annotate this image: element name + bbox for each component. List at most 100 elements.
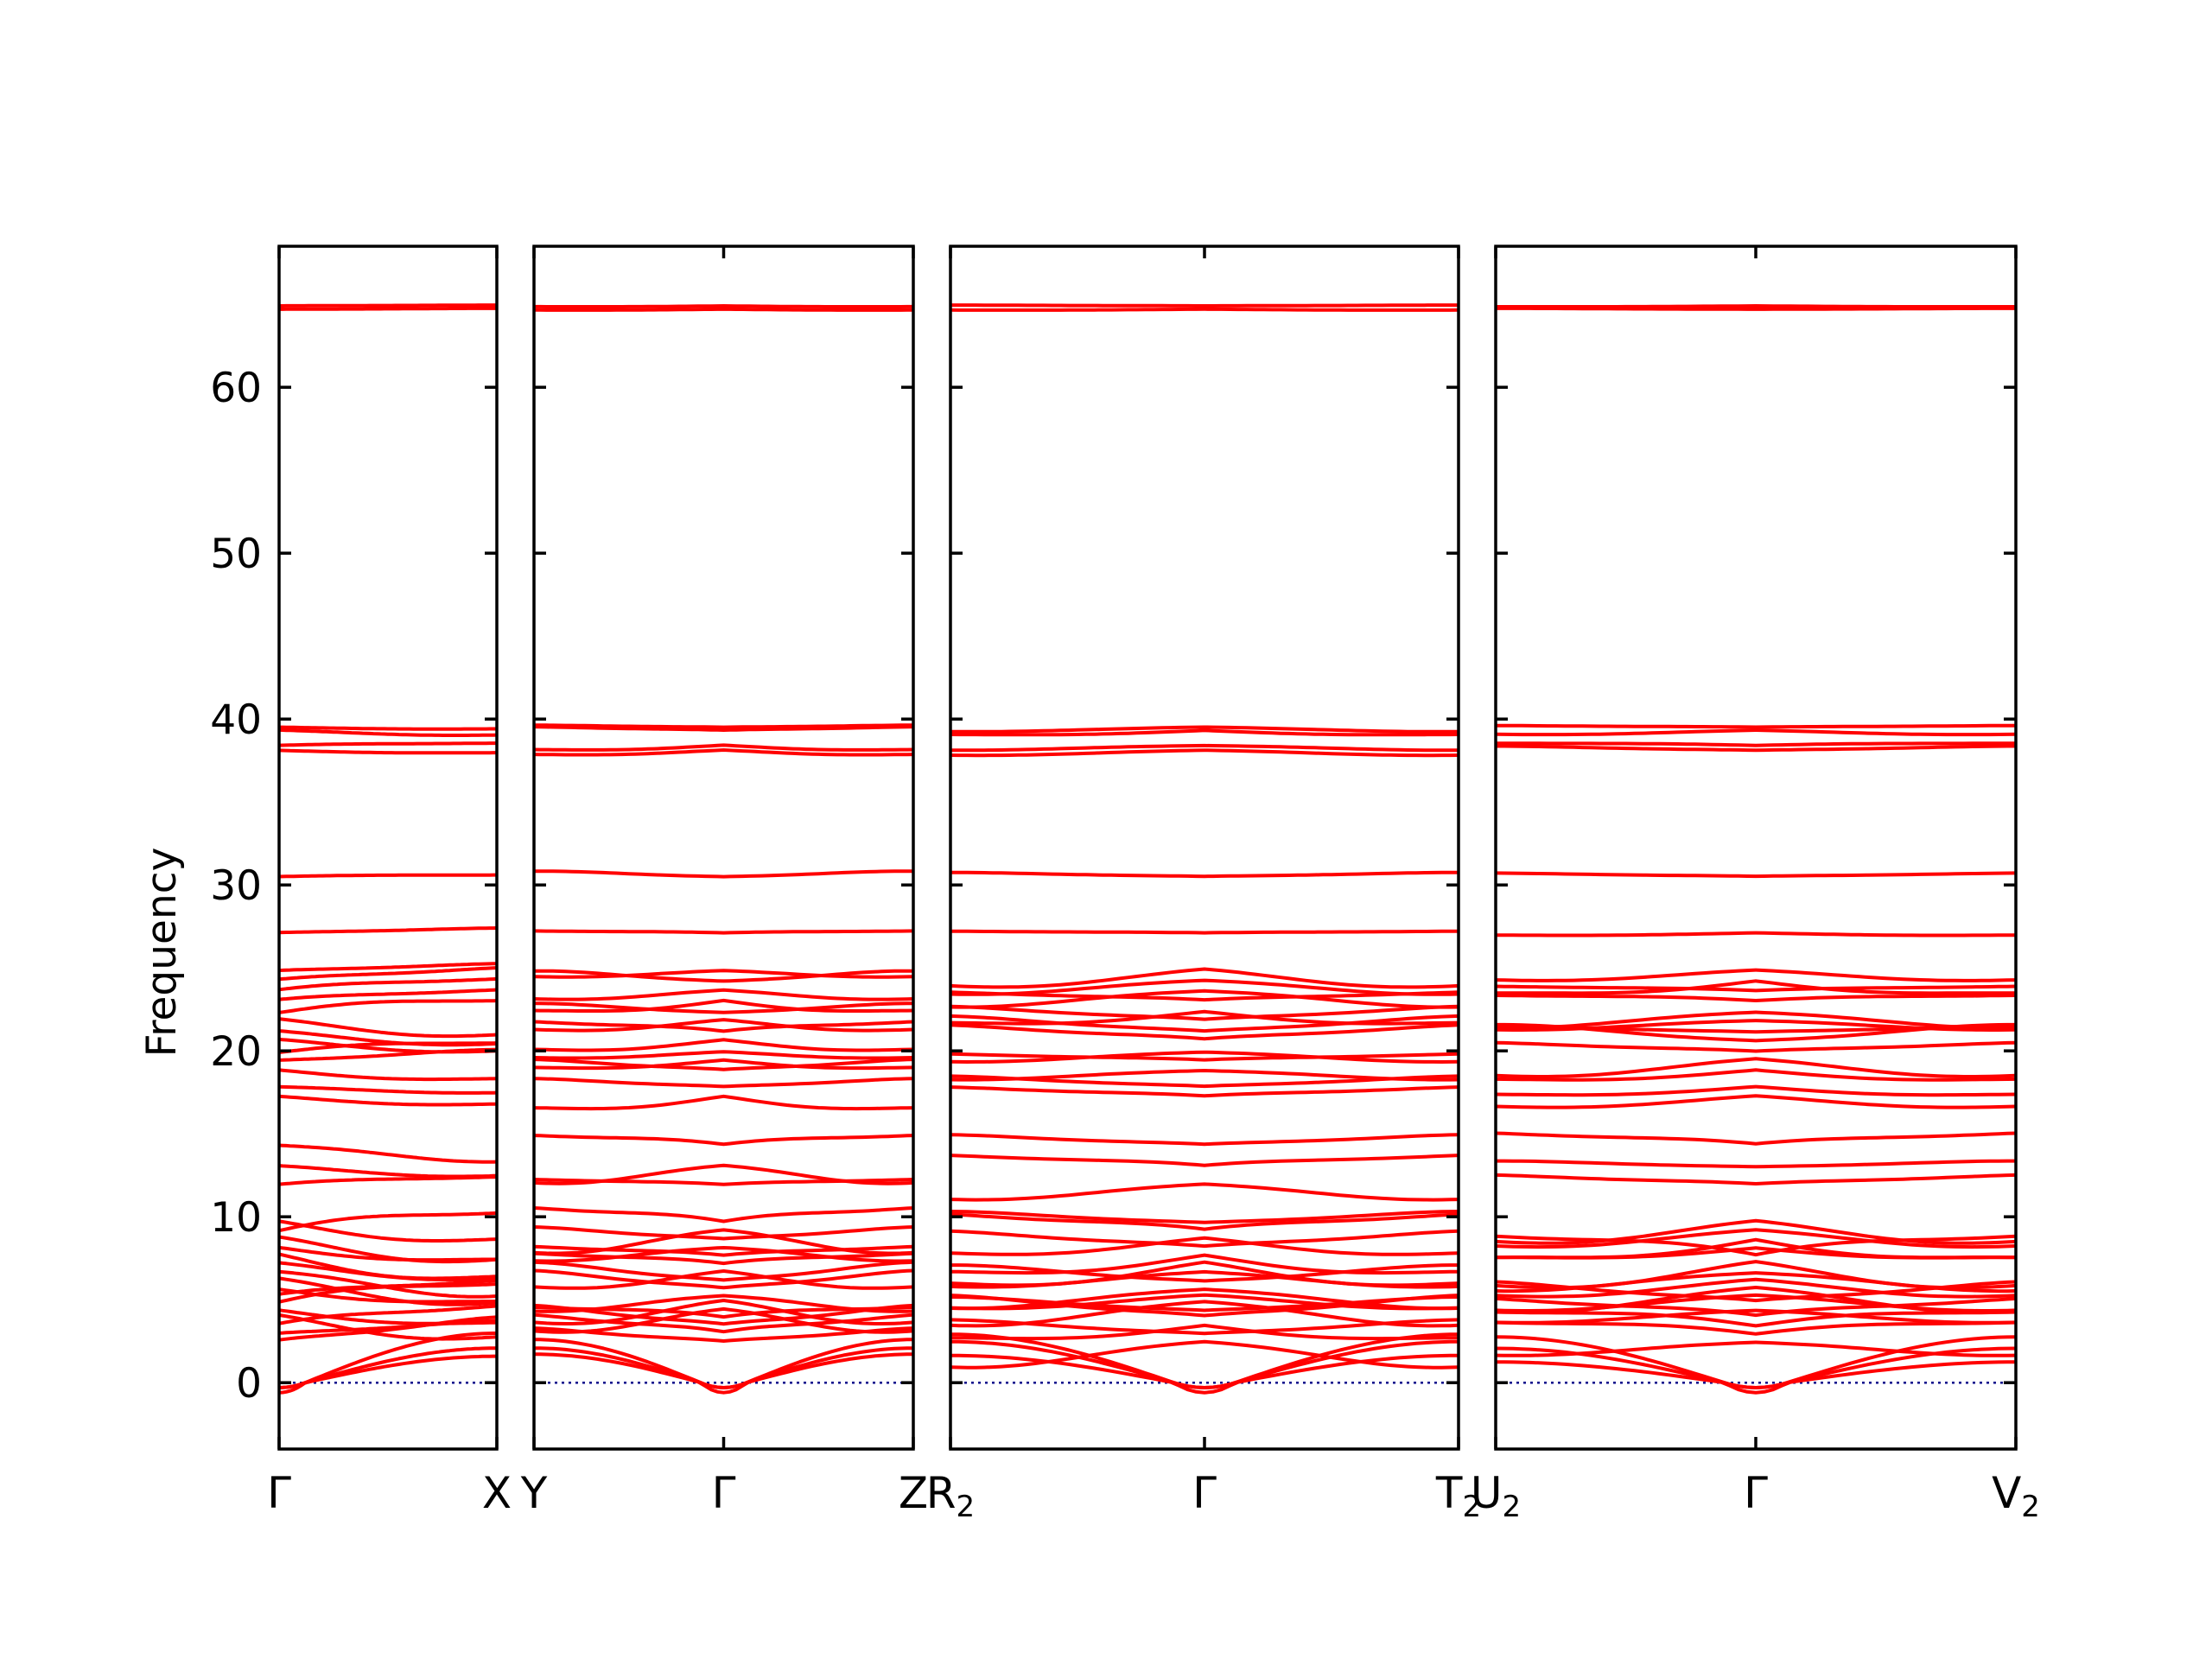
band-line: [1495, 1296, 2017, 1318]
band-line: [278, 926, 498, 935]
band-line: [533, 1268, 914, 1290]
band-line: [1495, 1260, 2017, 1290]
band-line: [1495, 871, 2017, 879]
band-line: [950, 743, 1459, 753]
band-line: [1495, 1010, 2017, 1030]
y-tick-label: 30: [210, 862, 262, 910]
band-line: [534, 723, 913, 729]
band-line: [1495, 1040, 2017, 1053]
band-line: [533, 969, 914, 979]
band-line: [950, 1182, 1459, 1202]
band-line: [950, 1253, 1459, 1275]
band-line: [278, 1308, 498, 1325]
band-line: [533, 998, 914, 1013]
band-line: [278, 1029, 498, 1047]
band-line: [1495, 1173, 2017, 1185]
band-line: [534, 1001, 913, 1014]
band-line: [533, 929, 914, 935]
band-line: [278, 748, 497, 755]
band-line: [533, 1228, 914, 1255]
x-tick-label: V2: [1992, 1468, 2040, 1524]
band-line: [950, 967, 1459, 989]
band-line: [950, 1014, 1459, 1033]
band-line: [534, 307, 913, 312]
band-line: [1495, 984, 2017, 993]
band-line: [950, 1154, 1459, 1167]
band-line: [278, 1219, 498, 1243]
y-tick-label: 40: [210, 696, 262, 744]
band-line: [950, 1052, 1459, 1062]
band-line: [950, 1353, 1459, 1395]
bands-layer: [278, 303, 2017, 1395]
band-line: [533, 1206, 914, 1224]
band-line: [950, 307, 1459, 312]
band-line: [278, 1332, 497, 1389]
band-line: [278, 962, 498, 972]
band-line: [950, 1210, 1459, 1224]
band-line: [1495, 1019, 2017, 1032]
band-line: [950, 1023, 1459, 1041]
band-line: [278, 988, 498, 1001]
band-line: [533, 1077, 914, 1089]
band-line: [533, 1306, 914, 1334]
band-line: [1496, 723, 2016, 729]
band-line: [278, 999, 498, 1014]
band-line: [950, 1339, 1459, 1370]
band-line: [1495, 1340, 2017, 1357]
band-line: [950, 1293, 1459, 1311]
band-line: [278, 1287, 497, 1304]
band-line: [950, 1229, 1459, 1249]
band-line: [533, 1058, 914, 1071]
band-line: [950, 1069, 1459, 1082]
band-line: [533, 1094, 914, 1111]
band-line: [278, 1143, 498, 1164]
band-line: [1495, 1234, 2017, 1257]
ticks-layer: [277, 246, 2018, 1449]
band-line: [534, 304, 913, 308]
band-line: [950, 1287, 1459, 1311]
band-line: [1495, 994, 2017, 1002]
band-line: [278, 1164, 498, 1179]
band-line: [533, 1338, 914, 1389]
band-line: [278, 1304, 498, 1325]
band-line: [533, 1050, 914, 1060]
band-line: [278, 1315, 498, 1342]
band-line: [950, 1050, 1459, 1064]
band-line: [950, 1004, 1459, 1021]
band-line: [278, 1313, 498, 1341]
band-line: [278, 1037, 498, 1054]
band-line: [533, 748, 914, 757]
band-line: [1496, 304, 2016, 308]
band-line: [1495, 1094, 2017, 1109]
band-line: [950, 1085, 1459, 1098]
axes-frame: [1494, 245, 2018, 1451]
band-line: [950, 1295, 1459, 1313]
y-tick-label: 0: [236, 1360, 262, 1408]
band-line: [533, 1038, 914, 1052]
band-line: [278, 873, 497, 879]
band-line: [1495, 1068, 2017, 1082]
band-line: [1495, 1308, 2017, 1325]
axes-frame: [277, 245, 499, 1451]
band-line: [1495, 728, 2017, 737]
band-line: [1495, 1228, 2017, 1249]
band-line: [950, 728, 1459, 737]
band-line: [1495, 1057, 2017, 1078]
x-tick-label: X: [482, 1468, 512, 1518]
band-line: [1496, 741, 2016, 747]
band-line: [533, 1299, 914, 1325]
band-line: [1495, 1335, 2017, 1389]
x-tick-label: T2: [1435, 1468, 1481, 1524]
band-line: [1495, 1084, 2017, 1097]
band-line: [533, 1260, 914, 1282]
y-tick-label: 50: [210, 531, 262, 578]
band-line: [1495, 1218, 2017, 1245]
band-line: [534, 969, 913, 983]
x-tick-label: Γ: [267, 1468, 291, 1518]
band-line: [278, 966, 498, 982]
band-line: [950, 988, 1459, 1009]
band-line: [950, 1332, 1459, 1389]
band-line: [278, 1017, 498, 1039]
band-line: [533, 1269, 914, 1290]
band-line: [533, 1058, 914, 1071]
